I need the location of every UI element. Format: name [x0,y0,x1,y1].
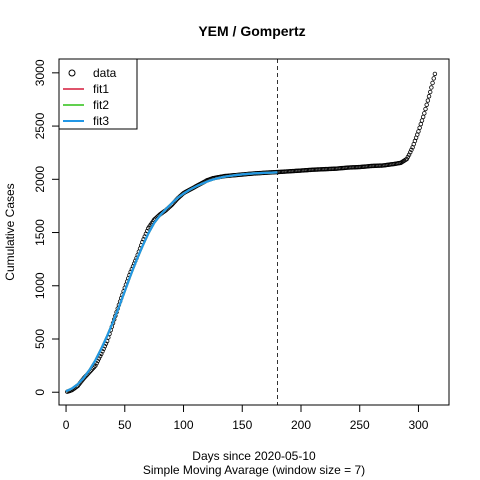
data-point [428,89,433,95]
data-point [416,129,421,134]
x-tick-label: 100 [174,418,194,432]
data-point [422,111,427,116]
y-tick-label: 1000 [33,272,47,299]
data-point [424,102,429,107]
data-point [418,121,424,127]
legend-label-fit2: fit2 [93,98,109,112]
x-axis-sublabel: Simple Moving Avarage (window size = 7) [143,463,365,477]
data-point [430,80,435,86]
legend-symbol-data [68,69,76,77]
data-point [408,150,413,155]
legend-label-fit1: fit1 [93,82,109,96]
y-tick-label: 0 [33,389,47,396]
fit-lines [65,171,278,393]
x-tick-label: 300 [408,418,428,432]
x-tick-label: 250 [350,418,370,432]
legend-box [58,58,138,130]
x-tick-label: 150 [232,418,252,432]
data-point [417,125,422,130]
x-tick-label: 50 [118,418,132,432]
legend: data fit1 fit2 fit3 [58,58,138,130]
y-tick-label: 500 [33,329,47,349]
y-tick-label: 2500 [33,112,47,139]
fit-line-fit3 [65,171,278,393]
data-point [419,118,425,123]
y-axis-label: Cumulative Cases [3,183,17,280]
legend-label-fit3: fit3 [93,114,109,128]
data-point [423,106,428,112]
y-tick-label: 1500 [33,219,47,246]
data-point [420,114,426,120]
x-axis: 0 50 100 150 200 250 300 [63,404,429,432]
data-point [404,156,409,162]
data-point [405,154,411,160]
data-point [426,94,432,99]
data-point [425,98,431,103]
x-tick-label: 0 [63,418,70,432]
chart-title: YEM / Gompertz [198,23,305,39]
y-axis: 0 500 1000 1500 2000 2500 3000 [33,59,60,396]
x-tick-label: 200 [291,418,311,432]
data-point [93,363,98,368]
data-point [409,147,414,153]
y-tick-label: 3000 [33,59,47,86]
data-point [432,71,438,77]
data-point [406,152,412,158]
x-axis-label: Days since 2020-05-10 [192,449,316,463]
legend-label-data: data [93,66,117,80]
data-point [431,76,436,81]
data-point [429,85,434,90]
y-tick-label: 2000 [33,166,47,193]
